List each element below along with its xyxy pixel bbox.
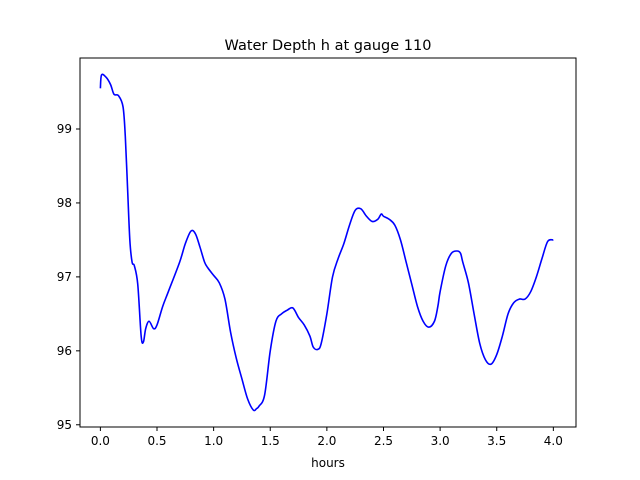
x-axis: 0.0 0.5 1.0 1.5 2.0 2.5 3.0 3.5 4.0 — [91, 427, 563, 448]
plot-area — [79, 57, 577, 428]
y-axis: 95 96 97 98 99 — [57, 122, 80, 432]
x-tick-label: 0.0 — [91, 434, 110, 448]
y-tick-label: 95 — [57, 418, 72, 432]
x-tick-label: 4.0 — [544, 434, 563, 448]
series-layer — [99, 73, 554, 412]
x-tick-label: 1.0 — [204, 434, 223, 448]
x-axis-label: hours — [311, 456, 345, 470]
x-tick-label: 3.5 — [487, 434, 506, 448]
x-tick-label: 0.5 — [147, 434, 166, 448]
series-line-0 — [99, 73, 554, 412]
x-tick-label: 2.5 — [374, 434, 393, 448]
x-tick-label: 1.5 — [261, 434, 280, 448]
x-tick-label: 2.0 — [317, 434, 336, 448]
plot-background — [80, 58, 576, 427]
x-tick-label: 3.0 — [431, 434, 450, 448]
y-tick-label: 98 — [57, 196, 72, 210]
chart-title: Water Depth h at gauge 110 — [225, 38, 432, 54]
plot-frame — [79, 57, 577, 428]
y-tick-label: 96 — [57, 344, 72, 358]
y-tick-label: 99 — [57, 122, 72, 136]
y-tick-label: 97 — [57, 270, 72, 284]
